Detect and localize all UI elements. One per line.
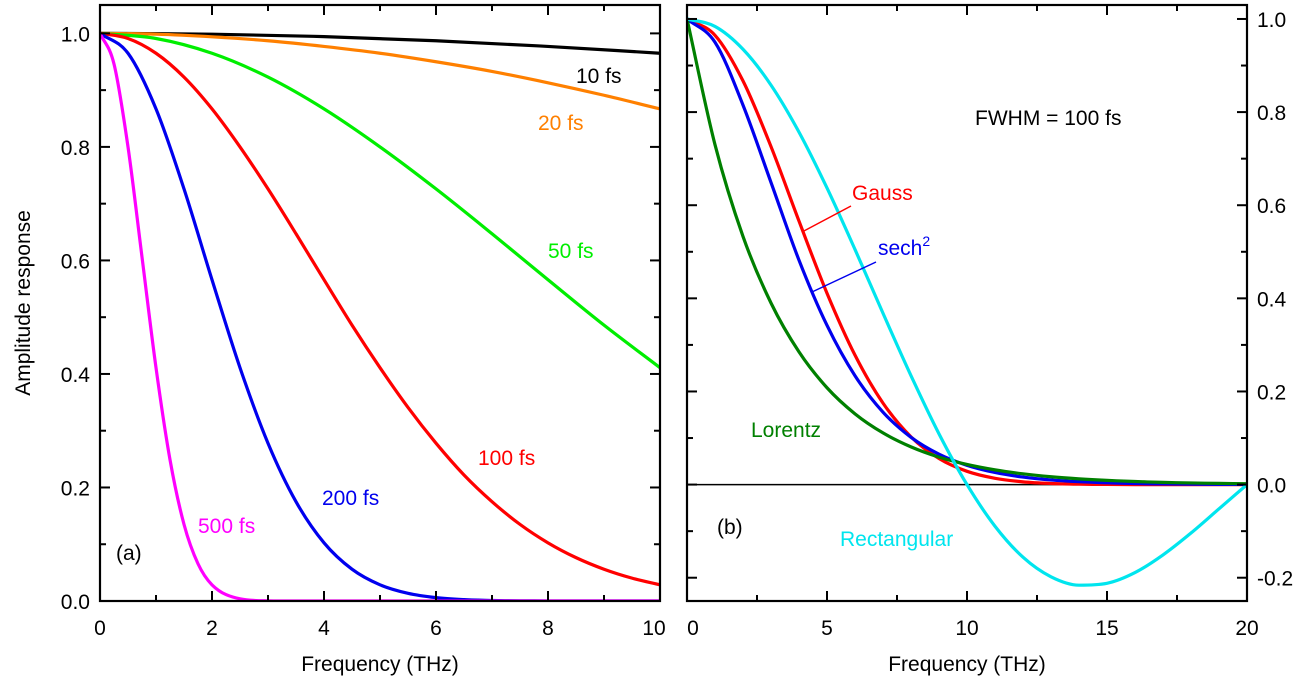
- label-leader-line: [801, 205, 852, 233]
- series-group: [687, 17, 1247, 587]
- y-tick-label: 1.0: [1257, 9, 1286, 32]
- panel-b: 0 5 10 15 20 -0.2 0.0 0.2 0.4 0.6 0.8 1.0 Frequency …: [685, 3, 1293, 676]
- x-tick-label: 0: [94, 617, 106, 640]
- x-tick-label: 6: [430, 617, 442, 640]
- series-label: Rectangular: [840, 528, 953, 551]
- panel-label: (b): [717, 516, 743, 539]
- series-label: 500 fs: [198, 515, 255, 538]
- series-label: Lorentz: [751, 419, 821, 442]
- annotation: FWHM = 100 fs: [975, 107, 1121, 130]
- series-line-500-fs: [100, 32, 660, 601]
- x-tick-label: 10: [955, 617, 978, 640]
- x-axis-label: Frequency (THz): [301, 653, 459, 676]
- label-leader-line: [811, 261, 877, 293]
- y-tick-label: 0.8: [1257, 102, 1286, 125]
- series-line-gauss: [687, 17, 1247, 487]
- y-tick-label: 0.2: [1257, 381, 1286, 404]
- x-tick-label: 2: [206, 617, 218, 640]
- y-axis-label: Amplitude response: [12, 210, 35, 396]
- x-tick-label: 0: [687, 617, 699, 640]
- series-line-100-fs: [100, 31, 660, 587]
- series-line-50-fs: [100, 31, 660, 369]
- x-tick-label: 15: [1095, 617, 1118, 640]
- series-group: [100, 31, 660, 601]
- y-tick-label: 0.4: [61, 364, 91, 387]
- x-tick-label: 5: [821, 617, 833, 640]
- series-line-sech: [687, 17, 1247, 487]
- y-tick-label: 0.0: [1257, 475, 1286, 498]
- series-label: Gauss: [852, 182, 913, 205]
- y-tick-label: 1.0: [61, 23, 90, 46]
- y-tick-label: 0.0: [61, 591, 90, 614]
- y-tick-label: 0.6: [1257, 195, 1286, 218]
- x-tick-label: 8: [542, 617, 554, 640]
- y-tick-label: 0.2: [61, 477, 90, 500]
- x-tick-label: 4: [318, 617, 330, 640]
- series-label-superscript: 2: [922, 233, 930, 249]
- series-label: 20 fs: [538, 112, 584, 135]
- series-line-20-fs: [100, 31, 660, 111]
- series-line-rectangular: [687, 17, 1247, 587]
- y-tick-label: 0.8: [61, 137, 90, 160]
- series-label: 10 fs: [576, 65, 622, 88]
- series-label: 50 fs: [548, 240, 594, 263]
- panel-label: (a): [116, 542, 142, 565]
- y-tick-label: 0.4: [1257, 288, 1287, 311]
- series-label: sech2: [878, 233, 930, 260]
- x-tick-label: 10: [642, 617, 665, 640]
- x-tick-label: 20: [1235, 617, 1258, 640]
- series-label: 200 fs: [322, 487, 379, 510]
- series-line-lorentz: [687, 18, 1247, 486]
- x-axis-label: Frequency (THz): [888, 653, 1046, 676]
- series-line-10-fs: [100, 31, 660, 55]
- y-tick-label: -0.2: [1257, 568, 1293, 591]
- y-tick-label: 0.6: [61, 250, 90, 273]
- panel-a: 0 2 4 6 8 10 0.0 0.2 0.4 0.6 0.8 1.0 Frequency (THz)…: [12, 3, 666, 676]
- series-label: 100 fs: [478, 447, 535, 470]
